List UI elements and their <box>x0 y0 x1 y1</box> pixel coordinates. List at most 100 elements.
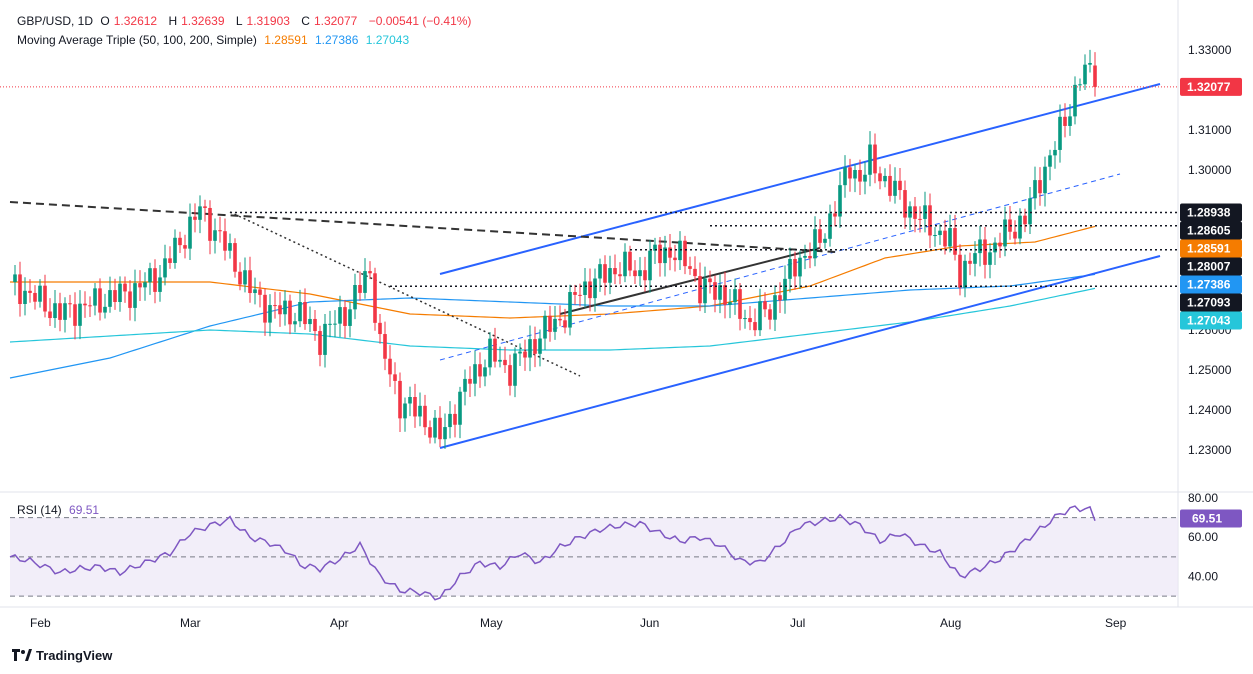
candle-body <box>408 397 412 404</box>
candle-body <box>343 307 347 326</box>
candle-body <box>848 167 852 179</box>
candle-body <box>668 247 672 258</box>
candle-body <box>193 216 197 220</box>
candle-body <box>788 258 792 279</box>
candle-body <box>78 303 82 326</box>
candle-body <box>513 353 517 386</box>
candle-body <box>298 301 302 322</box>
candle-body <box>958 254 962 288</box>
candle-body <box>288 300 292 325</box>
candle-body <box>183 245 187 249</box>
trendlines <box>9 83 1161 449</box>
candle-body <box>548 315 552 332</box>
candle-body <box>938 230 942 236</box>
candle-body <box>623 251 627 277</box>
brand-name: TradingView <box>36 648 113 663</box>
candle-body <box>123 283 127 292</box>
price-badge <box>1180 257 1242 276</box>
candle-body <box>743 318 747 320</box>
candle-body <box>1023 215 1027 225</box>
time-tick-label: Feb <box>30 616 51 630</box>
high-value: 1.32639 <box>181 14 225 28</box>
candle-body <box>768 309 772 320</box>
candle-body <box>893 180 897 196</box>
candle-body <box>53 303 57 319</box>
candle-body <box>588 281 592 299</box>
candle-body <box>718 285 722 300</box>
candle-body <box>323 323 327 355</box>
candle-body <box>613 268 617 275</box>
candle-body <box>73 304 77 326</box>
candle-body <box>138 283 142 288</box>
candle-body <box>383 334 387 359</box>
candle-body <box>33 292 37 302</box>
candle-body <box>1088 62 1092 65</box>
price-badge-label: 1.27093 <box>1187 295 1231 309</box>
candle-body <box>208 207 212 241</box>
price-badge-label: 1.28591 <box>1187 241 1231 255</box>
candle-body <box>688 266 692 269</box>
candle-body <box>388 358 392 375</box>
candles <box>13 49 1097 449</box>
candle-body <box>438 417 442 440</box>
candle-body <box>518 351 522 354</box>
candle-body <box>413 397 417 417</box>
candle-body <box>148 268 152 283</box>
time-axis[interactable]: Feb Mar Apr May Jun Jul Aug Sep <box>30 616 1127 630</box>
candle-body <box>188 216 192 249</box>
candle-body <box>538 338 542 354</box>
price-badge-label: 1.28605 <box>1187 223 1231 237</box>
price-badge-label: 1.28007 <box>1187 259 1231 273</box>
candle-body <box>468 378 472 384</box>
candle-body <box>418 405 422 417</box>
candle-body <box>833 213 837 217</box>
candle-body <box>578 294 582 296</box>
candle-body <box>308 318 312 325</box>
candle-body <box>268 305 272 323</box>
candle-body <box>348 309 352 326</box>
candle-body <box>898 180 902 191</box>
price-badge-label: 1.27386 <box>1187 277 1231 291</box>
candle-body <box>68 303 72 305</box>
candle-body <box>118 283 122 302</box>
candle-body <box>168 258 172 263</box>
candle-body <box>63 303 67 320</box>
candle-body <box>648 250 652 281</box>
candle-body <box>903 190 907 218</box>
candle-body <box>358 285 362 293</box>
ma100-value: 1.27386 <box>315 33 359 47</box>
candle-body <box>563 320 567 328</box>
candle-body <box>23 290 27 305</box>
candle-body <box>873 144 877 174</box>
candle-body <box>228 243 232 251</box>
support-segment-trendline <box>559 247 821 315</box>
tradingview-icon <box>12 648 32 661</box>
candle-body <box>1063 116 1067 126</box>
candle-body <box>753 322 757 331</box>
descending-trendline <box>229 211 581 377</box>
candle-body <box>428 427 432 438</box>
tradingview-logo[interactable]: TradingView <box>12 648 112 663</box>
candle-body <box>633 270 637 277</box>
candle-body <box>143 282 147 288</box>
candle-body <box>263 294 267 323</box>
candle-body <box>158 277 162 292</box>
candle-body <box>368 271 372 274</box>
ma200-line <box>9 287 1096 351</box>
candle-body <box>708 278 712 283</box>
candle-body <box>808 255 812 259</box>
symbol-label: GBP/USD, 1D <box>17 14 94 28</box>
time-tick-label: Sep <box>1105 616 1127 630</box>
candle-body <box>628 251 632 271</box>
candle-body <box>443 427 447 440</box>
close-value: 1.32077 <box>313 14 358 28</box>
candle-body <box>253 289 257 294</box>
candle-body <box>278 305 282 315</box>
candle-body <box>1003 219 1007 247</box>
candle-body <box>748 318 752 323</box>
candle-body <box>598 264 602 279</box>
candle-body <box>558 318 562 321</box>
price-axis[interactable]: 1.33000 1.31000 1.30000 1.24000 1.23000 1.250… <box>1180 43 1242 457</box>
candle-body <box>868 144 872 175</box>
